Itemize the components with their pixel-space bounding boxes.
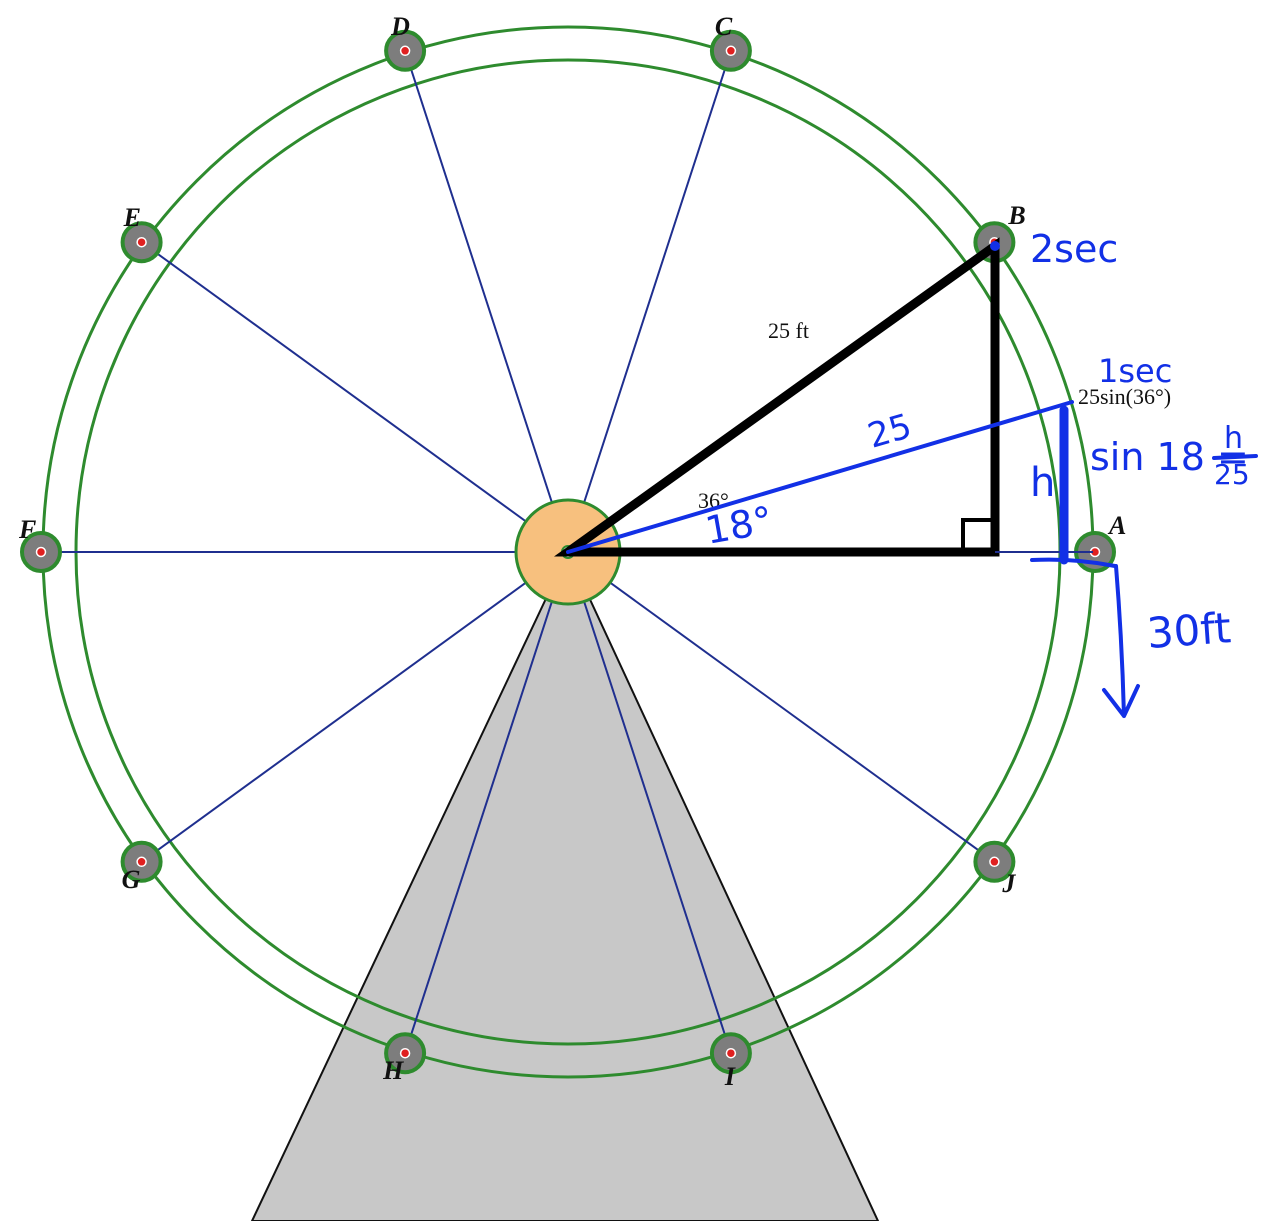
- spoke-i: [567, 551, 732, 1054]
- ink-equation-numerator: h: [1224, 421, 1243, 456]
- cars-group: [20, 29, 1116, 1075]
- ink-equation-denominator: 25: [1214, 458, 1250, 491]
- wheel-stand: [250, 549, 880, 1221]
- ink-h: h: [1030, 460, 1055, 506]
- spoke-e: [141, 241, 569, 553]
- height-expression-label: 25sin(36°): [1078, 384, 1171, 409]
- right-angle-marker: [961, 518, 995, 552]
- ink-2sec: 2sec: [1030, 227, 1118, 271]
- point-label-j: J: [1001, 869, 1016, 898]
- spoke-h: [404, 551, 569, 1054]
- ink-1sec: 1sec: [1098, 352, 1172, 390]
- spoke-c: [567, 50, 732, 553]
- ink-down-arrow: [1102, 564, 1140, 718]
- spoke-d: [404, 50, 569, 553]
- hypotenuse-label: 25 ft: [768, 318, 809, 343]
- car-center-j: [989, 856, 1000, 868]
- point-label-b: B: [1007, 201, 1025, 230]
- point-label-d: D: [390, 12, 410, 41]
- car-center-c: [725, 45, 737, 57]
- car-center-i: [725, 1047, 737, 1059]
- point-label-e: E: [123, 203, 141, 232]
- car-center-f: [35, 546, 47, 558]
- ink-base-tick: [1030, 557, 1117, 568]
- spoke-j: [567, 551, 995, 863]
- point-label-f: F: [18, 515, 36, 544]
- ink-fraction-bar: [1212, 454, 1258, 460]
- right-triangle: [553, 237, 1000, 557]
- point-label-c: C: [715, 12, 733, 41]
- point-label-g: G: [122, 865, 141, 894]
- point-labels-group: A B C D E F G H I J: [18, 12, 1126, 1091]
- car-center-g: [136, 856, 147, 868]
- handwritten-annotations: 2sec 1sec 25 18° h sin 18 = h 25 30ft: [566, 227, 1258, 718]
- ink-dot-b: [990, 241, 1000, 251]
- point-label-i: I: [724, 1062, 736, 1091]
- car-center-h: [399, 1047, 411, 1059]
- spoke-g: [141, 551, 569, 863]
- point-label-h: H: [382, 1056, 404, 1085]
- ink-30ft: 30ft: [1145, 603, 1232, 658]
- car-center-e: [136, 236, 147, 248]
- point-label-a: A: [1107, 511, 1126, 540]
- ink-radius-line: [566, 400, 1074, 554]
- car-center-d: [399, 45, 411, 57]
